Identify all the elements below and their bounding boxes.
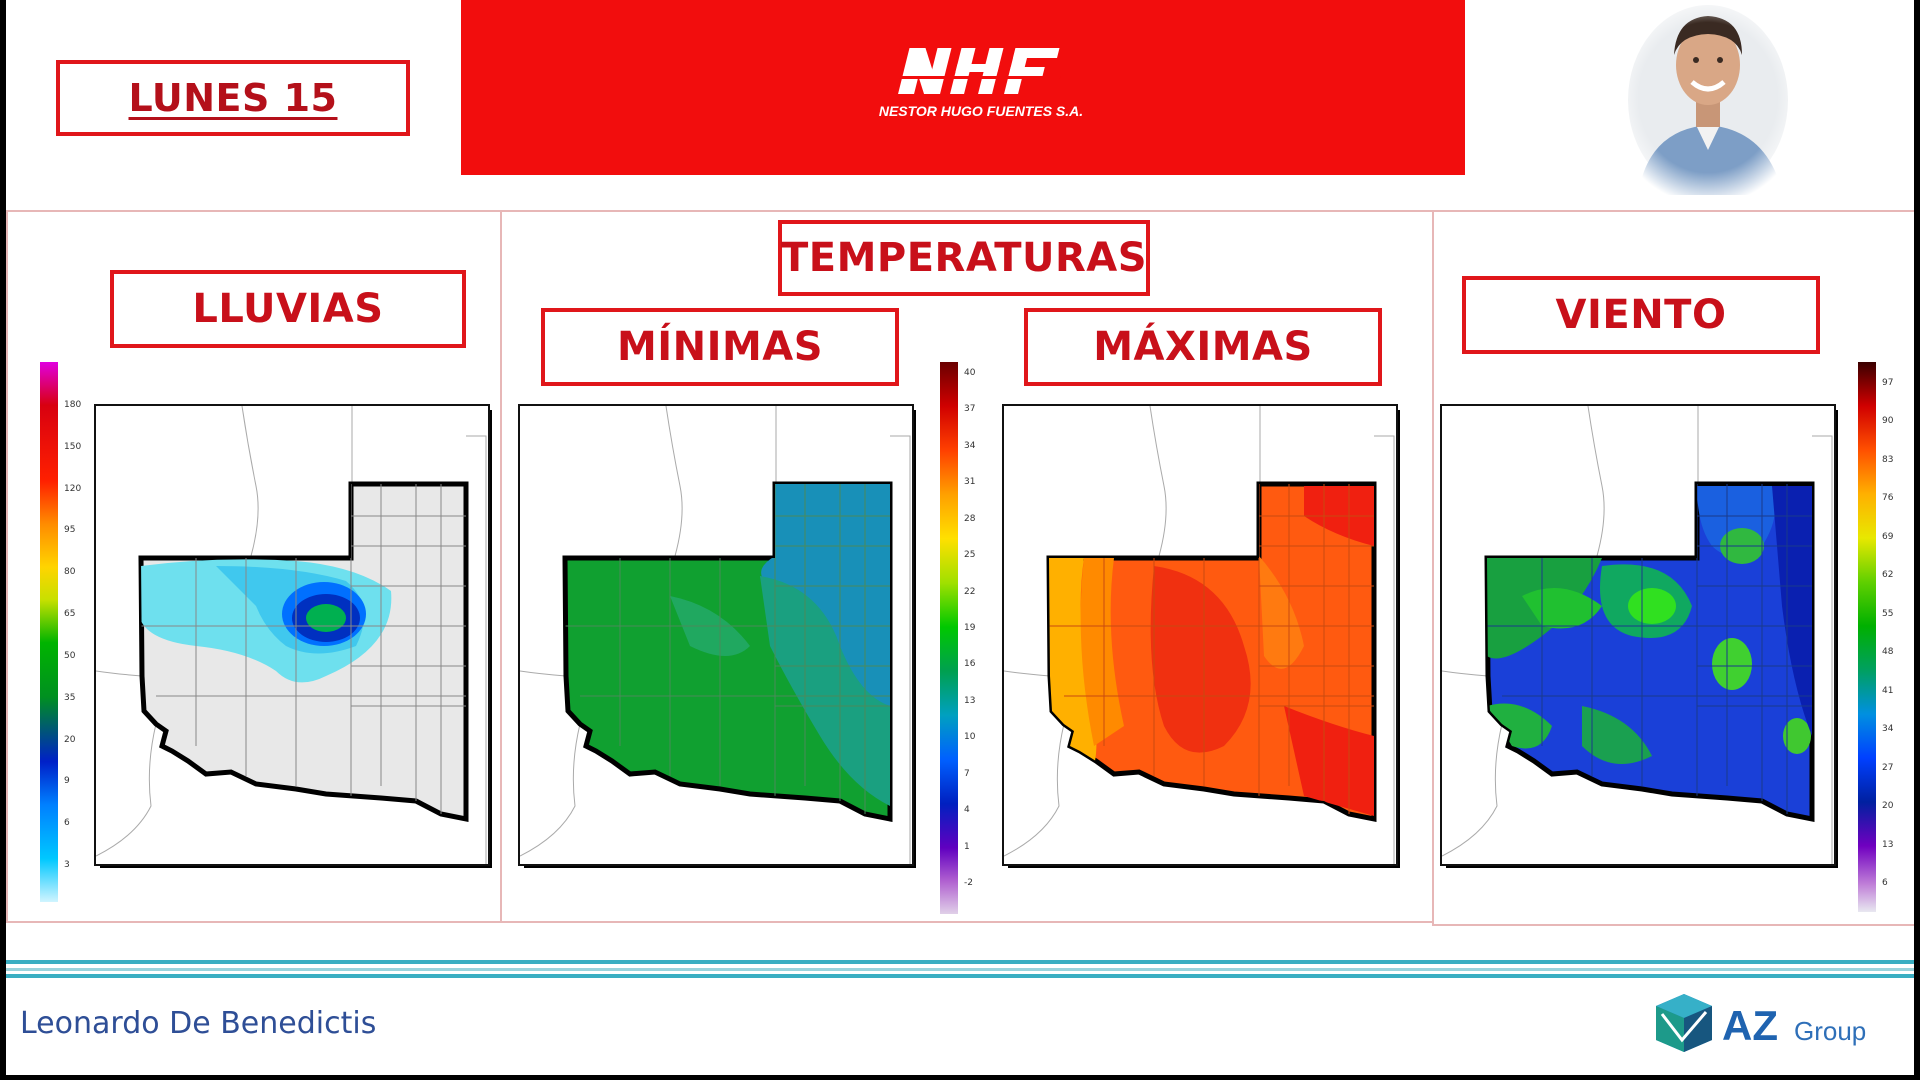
logo-subtext: NESTOR HUGO FUENTES S.A. [879,103,1083,119]
map-lluvias [94,404,490,866]
scale-tick-label: 22 [964,586,976,597]
scale-tick-label: 95 [64,525,76,536]
scale-tick-label: 28 [964,513,976,524]
az-group-cube-icon: AZ Group [1656,994,1866,1052]
ticks-temperaturas: 40 37 34 31 28 25 22 19 16 13 10 7 4 1 -2 [964,368,998,888]
scale-tick-label: 69 [1882,531,1894,542]
label-viento: VIENTO [1462,276,1820,354]
scale-tick-label: 48 [1882,647,1894,658]
scale-tick-label: 3 [64,860,70,870]
ticks-lluvias: 180 150 120 95 80 65 50 35 20 9 6 3 [64,400,98,870]
map-maximas [1002,404,1398,866]
ticks-viento: 97 90 83 76 69 62 55 48 41 34 27 20 13 6 [1882,378,1914,888]
scale-tick-label: 120 [64,483,82,494]
scale-tick-label: 41 [1882,685,1894,696]
presenter-name: Leonardo De Benedictis [20,1006,377,1041]
scale-tick-label: 4 [964,805,970,816]
scale-tick-label: 34 [964,440,976,451]
scale-tick-label: 25 [964,550,976,561]
scale-tick-label: 150 [64,441,82,452]
scale-tick-label: 7 [964,768,970,779]
label-temperaturas: TEMPERATURAS [778,220,1150,296]
nhf-logo: NESTOR HUGO FUENTES S.A. [879,48,1083,119]
scale-tick-label: 97 [1882,378,1894,388]
scale-tick-label: 27 [1882,762,1894,773]
day-label: LUNES 15 [56,60,410,136]
scale-tick-label: 20 [64,734,76,745]
map-minimas [518,404,914,866]
scale-tick-label: 40 [964,368,976,378]
az-brand: AZ [1722,1002,1778,1049]
scale-tick-label: 13 [1882,839,1894,850]
scale-lluvias [40,362,58,902]
scale-tick-label: 65 [64,609,76,620]
scale-tick-label: 6 [1882,878,1888,888]
scale-tick-label: 13 [964,695,976,706]
scale-tick-label: 20 [1882,801,1894,812]
label-maximas: MÁXIMAS [1024,308,1382,386]
scale-tick-label: 90 [1882,416,1894,427]
scale-tick-label: 1 [964,841,970,852]
scale-tick-label: 180 [64,400,82,410]
scale-tick-label: 55 [1882,608,1894,619]
scale-tick-label: 16 [964,659,976,670]
scale-tick-label: 35 [64,692,76,703]
scale-tick-label: 34 [1882,724,1894,735]
scale-tick-label: 31 [964,477,976,488]
scale-tick-label: 62 [1882,570,1894,581]
panel-viento [1432,210,1914,926]
forecast-slide: LUNES 15 NESTOR HUGO FUENTES S.A. [6,0,1914,1075]
scale-temperaturas [940,362,958,914]
scale-tick-label: 80 [64,567,76,578]
scale-tick-label: 10 [964,732,976,743]
scale-viento [1858,362,1876,912]
label-minimas: MÍNIMAS [541,308,899,386]
scale-tick-label: -2 [964,878,973,888]
header-banner: NESTOR HUGO FUENTES S.A. [461,0,1465,175]
label-lluvias: LLUVIAS [110,270,466,348]
az-brand-suffix: Group [1794,1016,1866,1046]
scale-tick-label: 37 [964,404,976,415]
scale-tick-label: 6 [64,818,70,829]
scale-tick-label: 19 [964,623,976,633]
scale-tick-label: 76 [1882,493,1894,504]
scale-tick-label: 50 [64,650,76,661]
footer-divider [6,960,1914,978]
map-viento [1440,404,1836,866]
scale-tick-label: 9 [64,776,70,787]
presenter-photo [1618,0,1798,195]
scale-tick-label: 83 [1882,454,1894,465]
